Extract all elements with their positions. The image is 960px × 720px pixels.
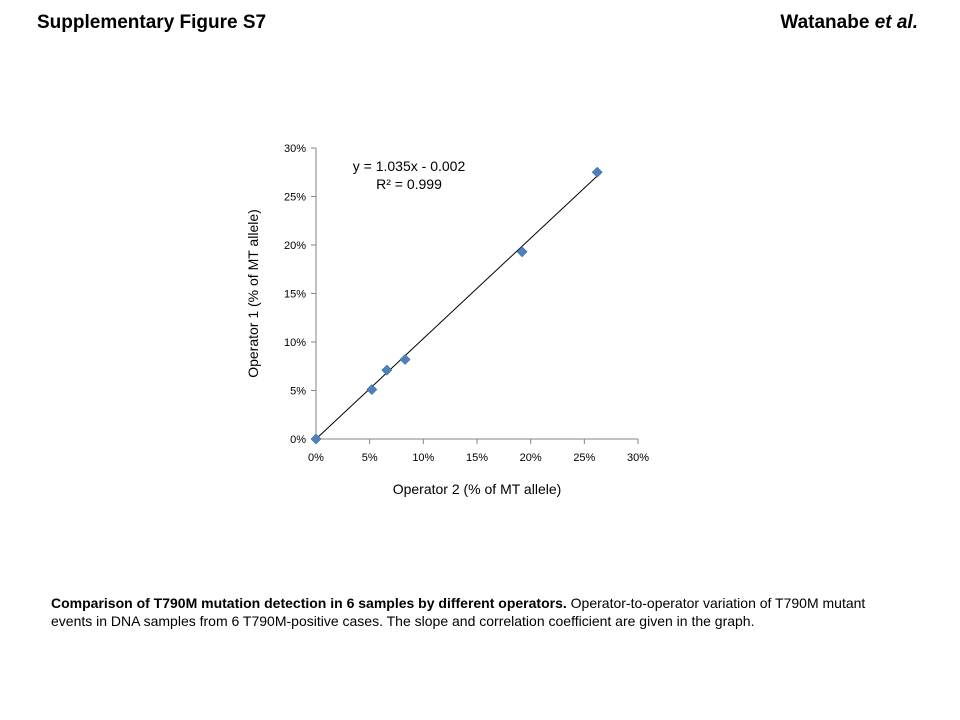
data-point <box>381 364 393 376</box>
x-tick-label: 15% <box>466 452 488 464</box>
figure-caption: Comparison of T790M mutation detection i… <box>51 594 901 630</box>
data-point <box>310 433 322 445</box>
x-tick-label: 10% <box>412 452 434 464</box>
caption-text: Operator-to-operator variation of T790M … <box>51 595 866 629</box>
trendline-equation: y = 1.035x - 0.002 <box>353 158 466 174</box>
data-point <box>366 384 378 395</box>
y-tick-label: 20% <box>284 240 306 252</box>
data-point <box>399 354 411 365</box>
data-point <box>516 246 528 258</box>
author-name: Watanabe <box>780 12 870 33</box>
y-axis-title: Operator 1 (% of MT allele) <box>245 209 261 378</box>
x-tick-label: 5% <box>362 452 378 464</box>
scatter-chart: 0% 5% 10% 15% 20% 25% 30% 0% 5% 10% 15% 20% 25% 30% Op… <box>245 143 649 497</box>
author-suffix: et al. <box>874 12 918 33</box>
y-tick-label: 0% <box>290 434 306 446</box>
x-tick-label: 30% <box>627 452 649 464</box>
caption-bold: Comparison of T790M mutation detection i… <box>51 595 567 611</box>
x-axis-title: Operator 2 (% of MT allele) <box>393 481 562 497</box>
authors: Watanabe et al. <box>780 12 918 34</box>
y-tick-label: 25% <box>284 192 306 204</box>
y-tick-label: 30% <box>284 143 306 155</box>
trendline <box>315 175 598 440</box>
x-tick-label: 20% <box>520 452 542 464</box>
y-tick-label: 5% <box>290 386 306 398</box>
y-tick-label: 15% <box>284 289 306 301</box>
y-tick-label: 10% <box>284 337 306 349</box>
figure-title: Supplementary Figure S7 <box>37 12 267 33</box>
trendline-r2: R² = 0.999 <box>376 176 442 192</box>
data-point <box>591 166 603 178</box>
x-tick-label: 0% <box>308 452 324 464</box>
x-tick-label: 25% <box>573 452 595 464</box>
